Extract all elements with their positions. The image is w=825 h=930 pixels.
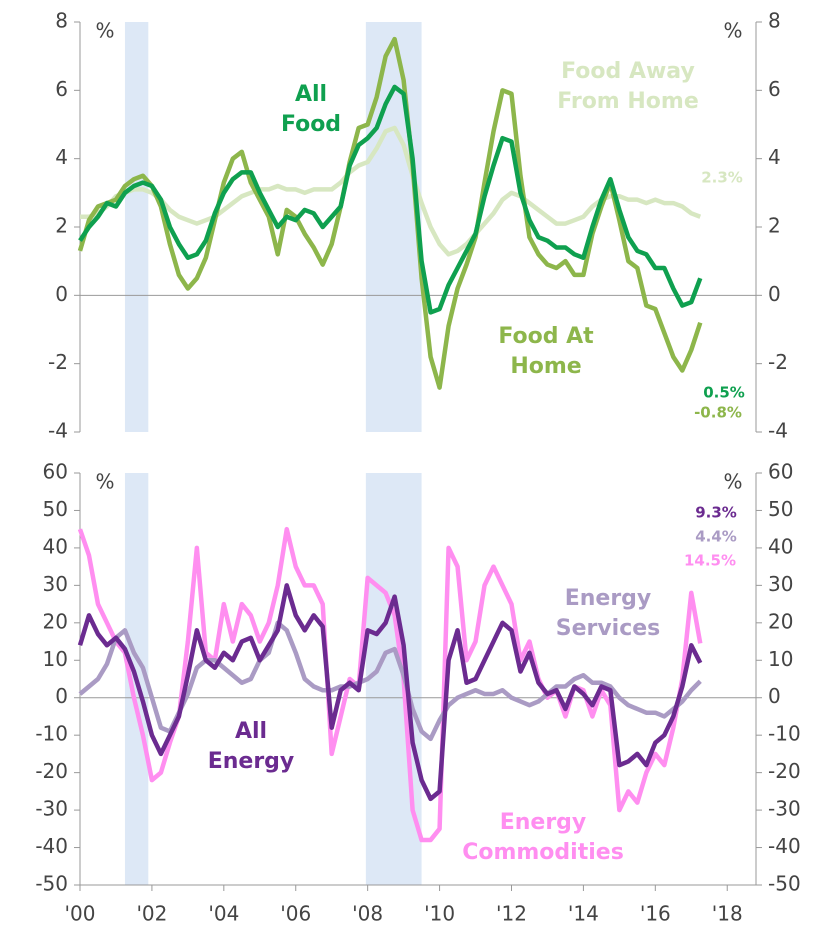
y-tick-label: -2	[48, 350, 68, 374]
series-label: All Food	[280, 82, 342, 137]
y-tick-label: 30	[43, 572, 68, 596]
y2-tick-label: 6	[768, 77, 781, 101]
y2-tick-label: 40	[768, 534, 793, 558]
y-tick-label: -40	[35, 834, 68, 858]
y2-tick-label: -2	[768, 350, 788, 374]
x-tick-label: '18	[712, 902, 743, 926]
y-tick-label: 2	[55, 214, 68, 238]
unit-label: %	[723, 19, 742, 43]
series-label: All Energy	[207, 719, 295, 774]
y-tick-label: -4	[48, 419, 68, 443]
y2-tick-label: 0	[768, 684, 781, 708]
x-tick-label: '16	[640, 902, 671, 926]
x-tick-label: '06	[280, 902, 311, 926]
x-tick-label: '14	[568, 902, 599, 926]
y-tick-label: 20	[43, 609, 68, 633]
y2-tick-label: 50	[768, 497, 793, 521]
y2-tick-label: -10	[768, 722, 801, 746]
y-tick-label: 8	[55, 9, 68, 33]
series-label: Food Away From Home	[557, 59, 699, 114]
y-tick-label: 10	[43, 647, 68, 671]
unit-label: %	[95, 19, 114, 43]
shaded-period	[124, 22, 149, 432]
y-tick-label: 0	[55, 684, 68, 708]
y-tick-label: 50	[43, 497, 68, 521]
value-label: 14.5%	[684, 552, 736, 570]
value-label: 0.5%	[703, 384, 745, 402]
y-tick-label: 60	[43, 460, 68, 484]
y2-tick-label: 4	[768, 145, 781, 169]
y2-tick-label: -40	[768, 834, 801, 858]
y2-tick-label: -30	[768, 797, 801, 821]
unit-label: %	[95, 470, 114, 494]
y2-tick-label: -50	[768, 872, 801, 896]
value-label: 4.4%	[695, 528, 737, 546]
series-line	[78, 84, 703, 315]
y2-tick-label: 20	[768, 609, 793, 633]
y2-tick-label: -4	[768, 419, 788, 443]
y-tick-label: 0	[55, 282, 68, 306]
unit-label: %	[723, 470, 742, 494]
y2-tick-label: 8	[768, 9, 781, 33]
x-tick-label: '08	[352, 902, 383, 926]
shaded-period	[365, 473, 422, 885]
y-tick-label: -10	[35, 722, 68, 746]
y2-tick-label: 30	[768, 572, 793, 596]
y-tick-label: -30	[35, 797, 68, 821]
x-tick-label: '10	[424, 902, 455, 926]
y2-tick-label: 10	[768, 647, 793, 671]
value-label: 2.3%	[701, 169, 743, 187]
value-label: 9.3%	[695, 504, 737, 522]
series-label: Energy Commodities	[462, 810, 624, 865]
y2-tick-label: 0	[768, 282, 781, 306]
y2-tick-label: 60	[768, 460, 793, 484]
series-line	[77, 583, 703, 802]
series-label: Food At Home	[498, 324, 594, 379]
y-tick-label: 6	[55, 77, 68, 101]
series-line	[80, 125, 702, 257]
series-label: Energy Services	[555, 586, 661, 641]
x-tick-label: '02	[136, 902, 167, 926]
y-tick-label: 40	[43, 534, 68, 558]
y-tick-label: -50	[35, 872, 68, 896]
y-tick-label: 4	[55, 145, 68, 169]
x-tick-label: '00	[65, 902, 96, 926]
y2-tick-label: 2	[768, 214, 781, 238]
value-label: -0.8%	[694, 404, 742, 422]
shaded-period	[365, 22, 422, 432]
y2-tick-label: -20	[768, 759, 801, 783]
y-tick-label: -20	[35, 759, 68, 783]
x-tick-label: '12	[496, 902, 527, 926]
x-tick-label: '04	[208, 902, 239, 926]
